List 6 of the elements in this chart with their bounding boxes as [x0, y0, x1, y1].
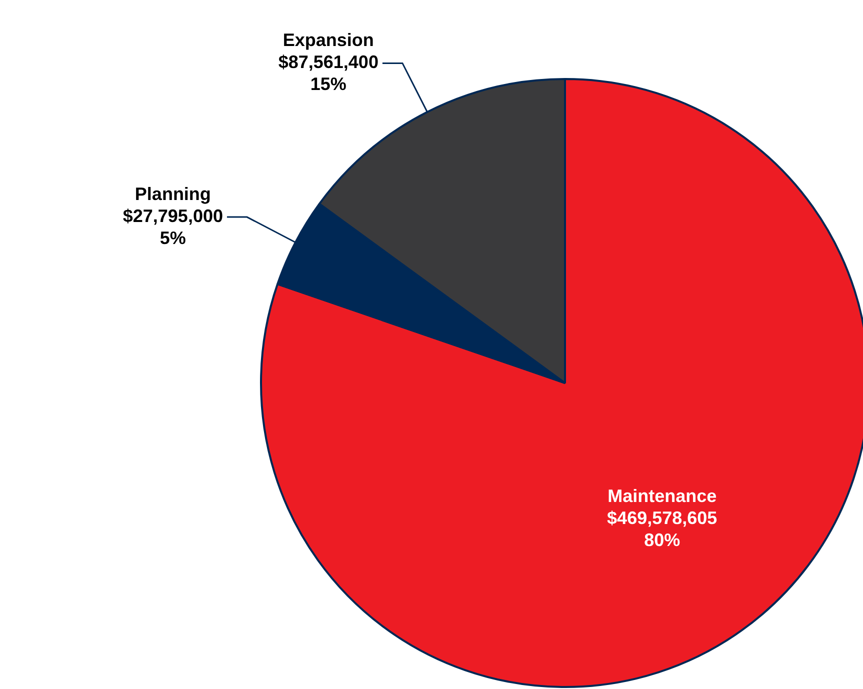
data-label: $469,578,605 80% — [607, 508, 718, 550]
slice-label: Maintenance — [608, 486, 717, 506]
data-label: $27,795,000 5% — [122, 206, 223, 248]
data-label: $87,561,400 15% — [278, 52, 378, 94]
slice-label: Planning — [134, 184, 211, 204]
slice-label: Expansion — [282, 30, 374, 50]
